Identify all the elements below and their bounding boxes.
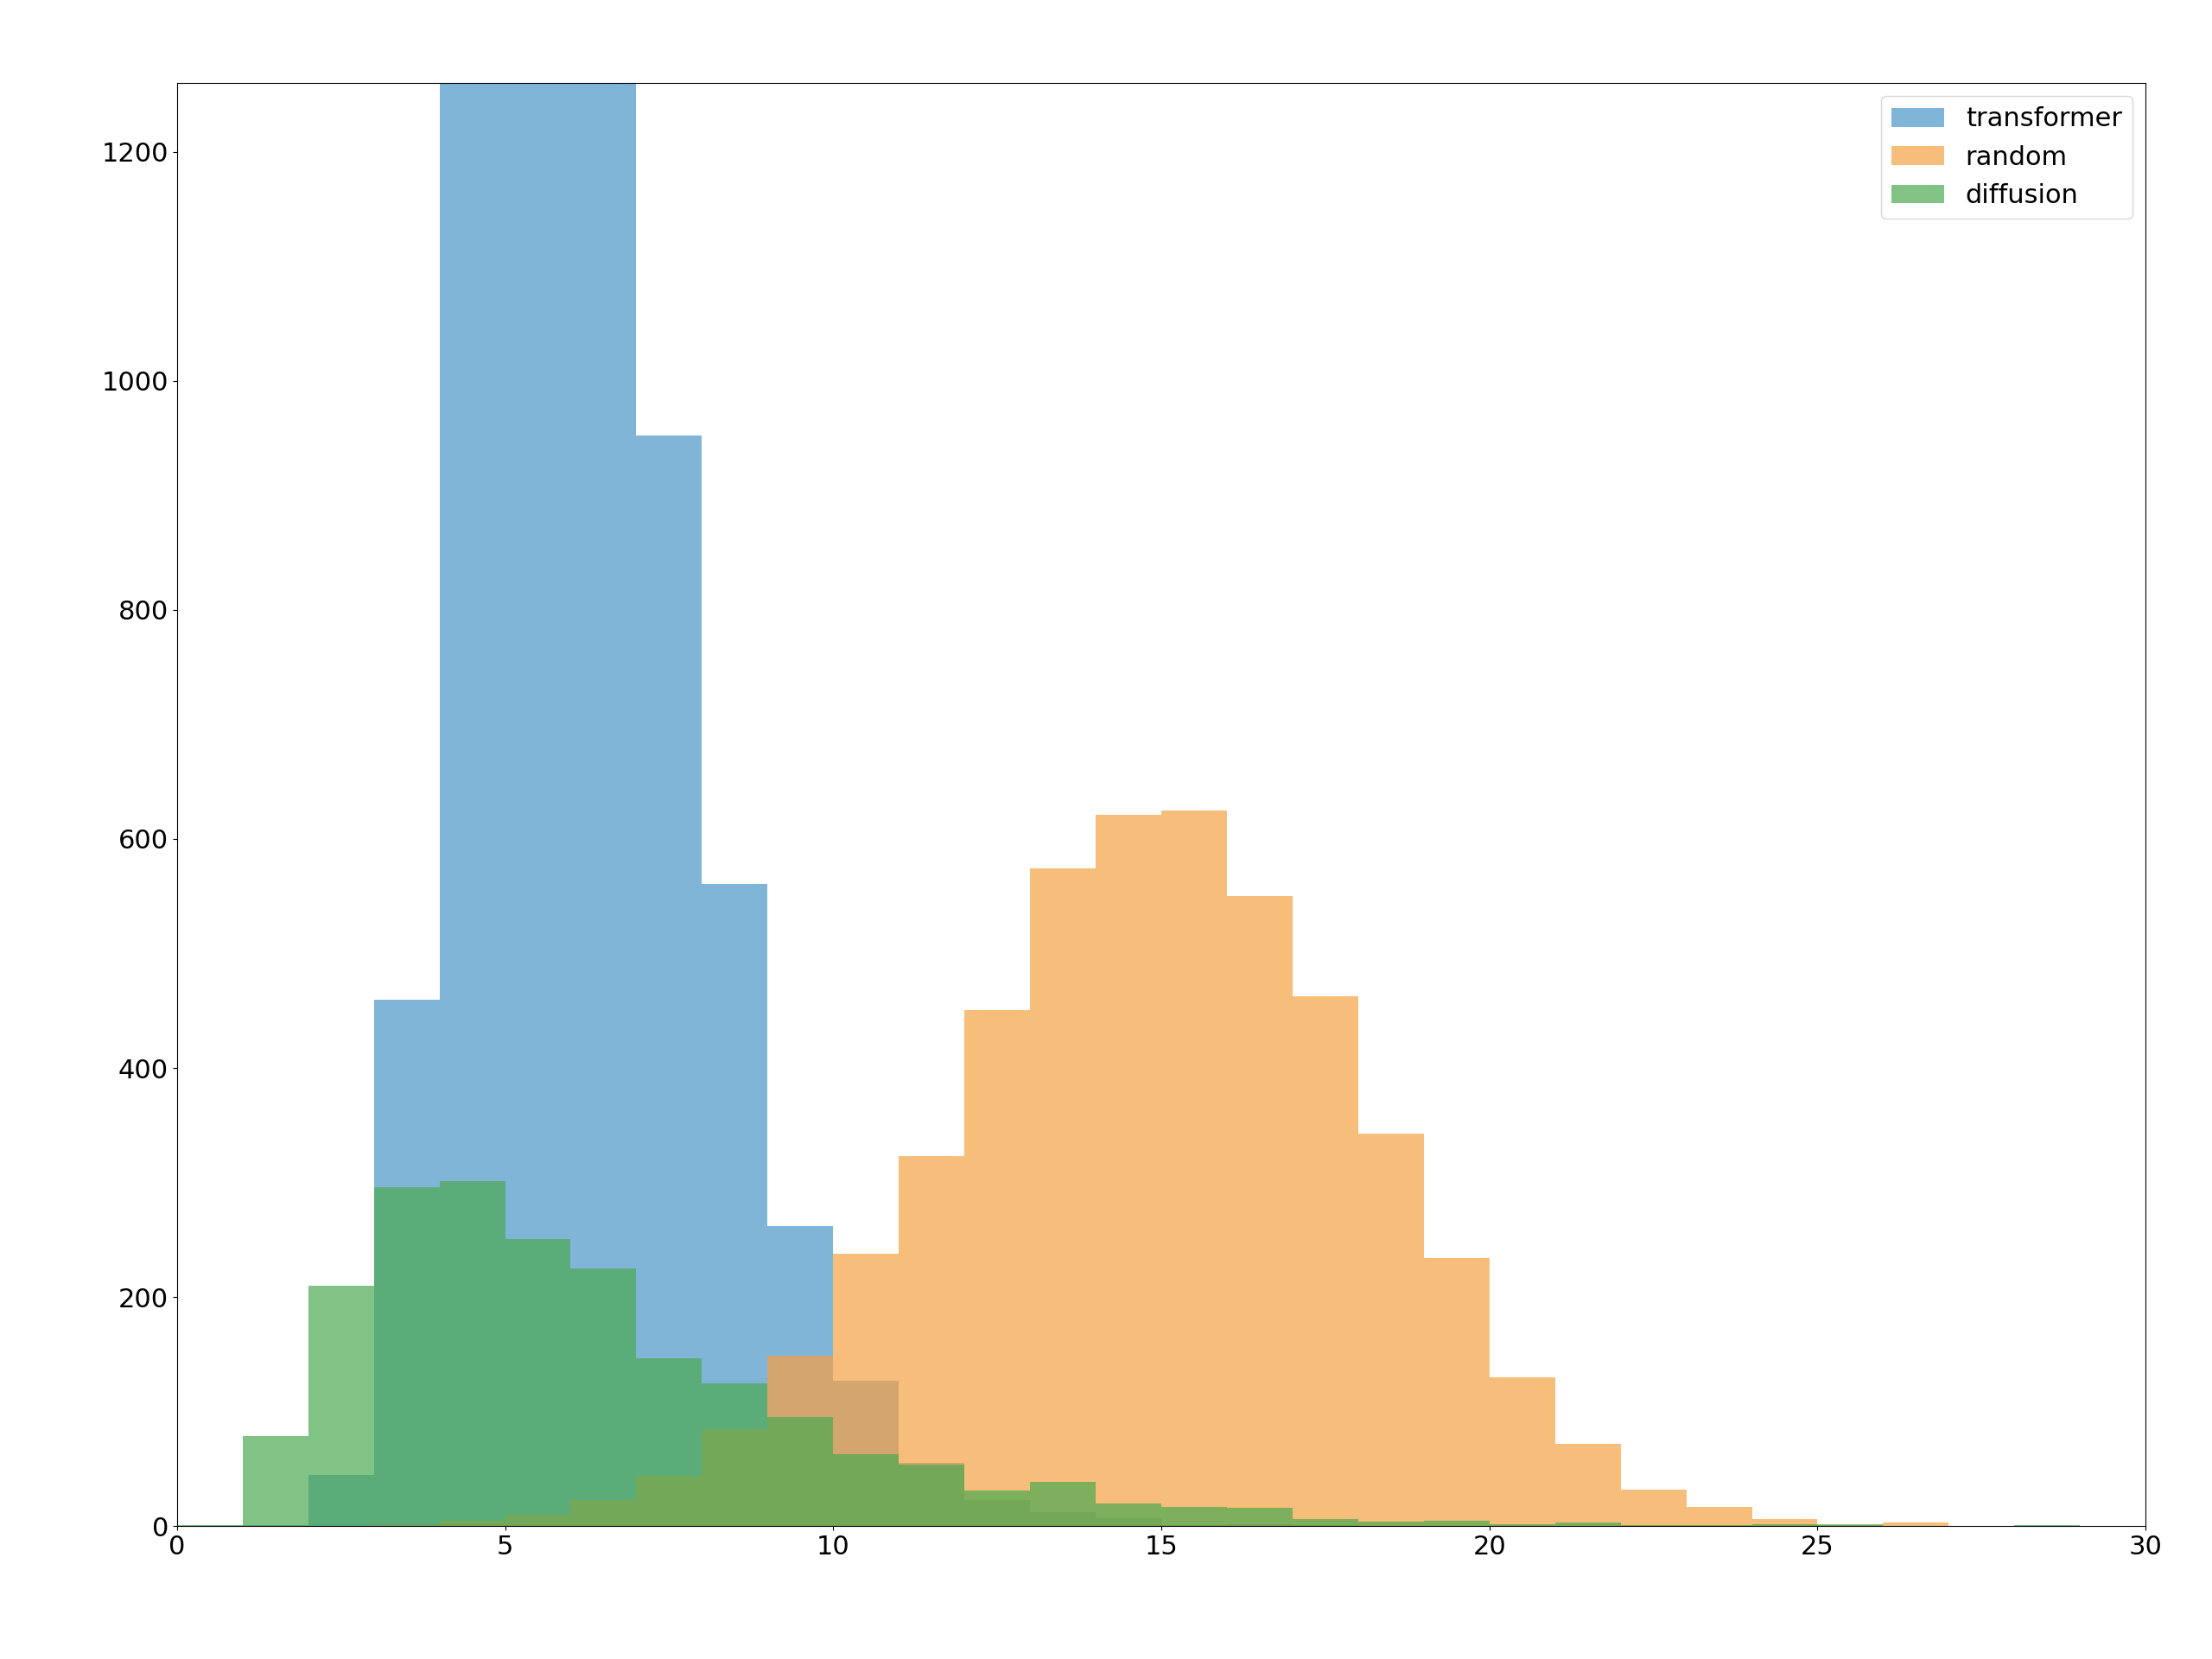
Bar: [637, 1477, 701, 1526]
Bar: [440, 0, 504, 1526]
Bar: [768, 1417, 834, 1526]
Bar: [1228, 1525, 1292, 1526]
Bar: [440, 1521, 504, 1526]
Bar: [1555, 1443, 1621, 1526]
Bar: [898, 1465, 964, 1526]
Bar: [768, 1226, 834, 1526]
Bar: [637, 436, 701, 1526]
Bar: [374, 999, 440, 1526]
Bar: [1882, 1523, 1949, 1526]
Bar: [898, 1463, 964, 1526]
Bar: [1031, 1481, 1095, 1526]
Bar: [1358, 1521, 1425, 1526]
Bar: [1425, 1521, 1489, 1526]
Bar: [571, 0, 637, 1526]
Bar: [964, 1010, 1031, 1526]
Bar: [1031, 1513, 1095, 1526]
Bar: [1228, 896, 1292, 1526]
Bar: [768, 1355, 834, 1526]
Bar: [1818, 1525, 1882, 1526]
Bar: [898, 1156, 964, 1526]
Legend: transformer, random, diffusion: transformer, random, diffusion: [1880, 96, 2132, 219]
Bar: [243, 1435, 307, 1526]
Bar: [1358, 1133, 1425, 1526]
Bar: [440, 1181, 504, 1526]
Bar: [1228, 1508, 1292, 1526]
Bar: [1752, 1525, 1818, 1526]
Bar: [701, 1384, 768, 1526]
Bar: [1095, 815, 1161, 1526]
Bar: [504, 1515, 571, 1526]
Bar: [1752, 1520, 1818, 1526]
Bar: [1621, 1490, 1686, 1526]
Bar: [374, 1188, 440, 1526]
Bar: [1686, 1506, 1752, 1526]
Bar: [1095, 1503, 1161, 1526]
Bar: [964, 1491, 1031, 1526]
Bar: [701, 1428, 768, 1526]
Bar: [1555, 1523, 1621, 1526]
Bar: [1095, 1518, 1161, 1526]
Bar: [834, 1453, 898, 1526]
Bar: [571, 1269, 637, 1526]
Bar: [1292, 1520, 1358, 1526]
Bar: [1031, 869, 1095, 1526]
Bar: [307, 1286, 374, 1526]
Bar: [637, 1357, 701, 1526]
Bar: [701, 884, 768, 1526]
Bar: [834, 1380, 898, 1526]
Bar: [307, 1475, 374, 1526]
Bar: [964, 1500, 1031, 1526]
Bar: [1489, 1377, 1555, 1526]
Bar: [571, 1500, 637, 1526]
Bar: [1161, 1506, 1228, 1526]
Bar: [1161, 810, 1228, 1526]
Bar: [1489, 1525, 1555, 1526]
Bar: [504, 1239, 571, 1526]
Bar: [504, 0, 571, 1526]
Bar: [834, 1254, 898, 1526]
Bar: [1425, 1258, 1489, 1526]
Bar: [1292, 995, 1358, 1526]
